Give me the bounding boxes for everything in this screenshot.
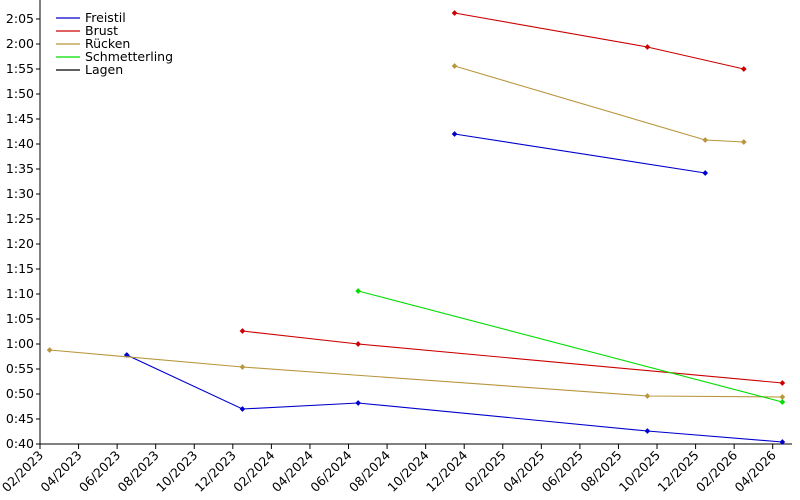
point <box>451 10 458 16</box>
series-line <box>454 65 744 143</box>
y-tick-label: 1:40 <box>6 136 34 151</box>
y-tick-label: 1:50 <box>6 86 34 101</box>
point <box>740 66 747 72</box>
legend-label: Freistil <box>85 10 126 25</box>
y-tick-label: 2:05 <box>6 11 34 26</box>
x-tick-label: 10/2023 <box>153 448 200 495</box>
x-tick-label: 02/2024 <box>230 447 277 494</box>
x-tick-label: 12/2024 <box>423 447 470 494</box>
x-tick-label: 02/2026 <box>693 447 740 494</box>
point <box>779 380 786 386</box>
series-line <box>358 290 783 403</box>
x-tick-label: 02/2025 <box>462 448 509 495</box>
y-tick-label: 2:00 <box>6 36 34 51</box>
x-tick-label: 04/2024 <box>269 447 316 494</box>
point <box>644 44 651 50</box>
y-tick-label: 1:05 <box>6 311 34 326</box>
point <box>451 63 458 69</box>
point <box>702 137 709 143</box>
y-tick-label: 0:45 <box>6 411 34 426</box>
legend-label: Brust <box>85 23 118 38</box>
point <box>779 394 786 400</box>
y-tick-label: 1:35 <box>6 161 34 176</box>
point <box>779 399 786 405</box>
x-tick-label: 04/2025 <box>500 448 547 495</box>
legend-label: Lagen <box>85 62 123 77</box>
x-tick-label: 12/2023 <box>192 448 239 495</box>
point <box>355 288 361 294</box>
point <box>702 170 709 176</box>
y-tick-label: 1:55 <box>6 61 34 76</box>
point <box>239 406 246 412</box>
y-tick-label: 0:50 <box>6 386 34 401</box>
x-tick-label: 12/2025 <box>654 448 701 495</box>
point <box>239 328 246 334</box>
x-tick-label: 04/2023 <box>37 448 84 495</box>
y-tick-label: 1:25 <box>6 211 34 226</box>
y-tick-label: 1:30 <box>6 186 34 201</box>
point <box>779 439 786 445</box>
point <box>740 139 747 145</box>
x-tick-label: 08/2024 <box>346 447 393 494</box>
x-tick-label: 02/2023 <box>0 448 46 495</box>
y-tick-label: 0:55 <box>6 361 34 376</box>
x-tick-label: 06/2023 <box>76 448 123 495</box>
x-tick-label: 06/2025 <box>539 448 586 495</box>
x-tick-label: 10/2024 <box>384 447 431 494</box>
point <box>355 400 361 406</box>
point <box>355 341 361 347</box>
x-tick-label: 08/2023 <box>114 448 161 495</box>
legend-label: Rücken <box>85 36 130 51</box>
point <box>451 131 458 137</box>
series-line <box>454 12 744 70</box>
point <box>46 347 53 353</box>
y-tick-label: 1:20 <box>6 236 34 251</box>
series-line <box>242 330 783 384</box>
point <box>239 364 246 370</box>
y-tick-label: 1:45 <box>6 111 34 126</box>
series-line <box>454 133 706 174</box>
x-tick-label: 06/2024 <box>307 447 354 494</box>
legend-label: Schmetterling <box>85 49 173 64</box>
x-tick-label: 10/2025 <box>616 448 663 495</box>
point <box>644 428 651 434</box>
series-line <box>49 349 783 398</box>
x-tick-label: 04/2026 <box>732 447 779 494</box>
y-tick-label: 0:40 <box>6 436 34 451</box>
y-tick-label: 1:00 <box>6 336 34 351</box>
series-line <box>126 354 783 443</box>
y-tick-label: 1:15 <box>6 261 34 276</box>
y-tick-label: 1:10 <box>6 286 34 301</box>
point <box>644 393 651 399</box>
x-tick-label: 08/2025 <box>577 448 624 495</box>
